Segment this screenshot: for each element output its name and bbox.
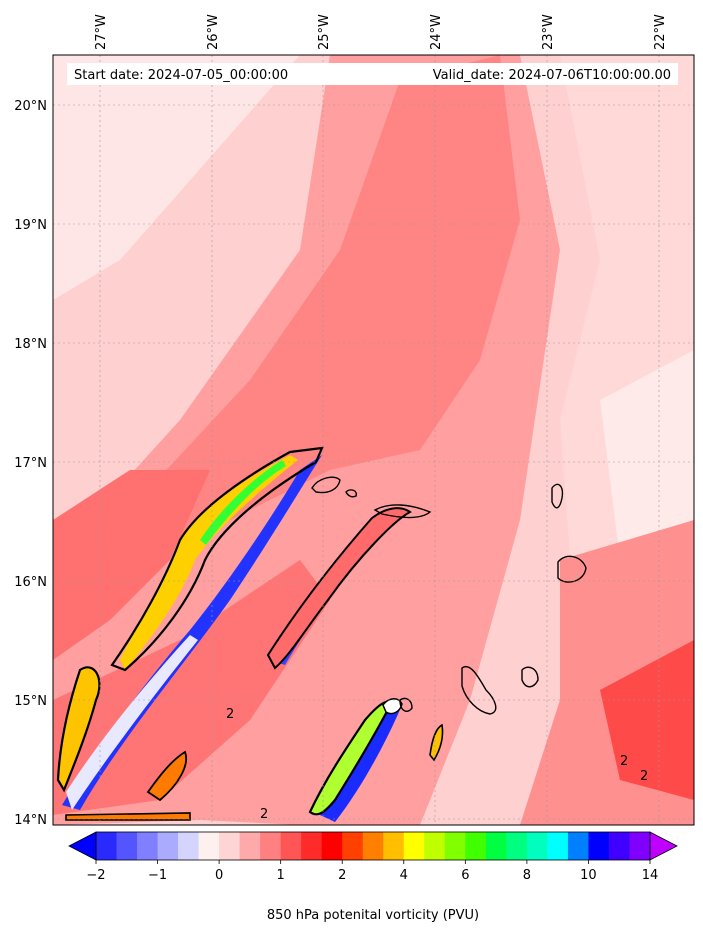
longitude-labels: 27°W 26°W 25°W 24°W 23°W 22°W xyxy=(94,14,668,50)
colorbar-segment xyxy=(588,832,610,860)
island-sao-nicolau xyxy=(373,504,432,519)
gridlines xyxy=(53,55,694,825)
lat-label: 20°N xyxy=(14,99,47,114)
island-sao-vicente xyxy=(345,489,358,498)
colorbar-segment xyxy=(547,832,569,860)
pv-field-right-pale xyxy=(600,350,694,560)
pv-bottom-strip xyxy=(65,812,191,821)
colorbar-segment xyxy=(465,832,487,860)
valid-date-text: Valid_date: 2024-07-06T10:00:00.00 xyxy=(433,68,671,83)
colorbar-segment xyxy=(198,832,220,860)
colorbar-segment xyxy=(362,832,384,860)
pv-left-edge-blob xyxy=(56,666,101,793)
colorbar-segment xyxy=(157,832,179,860)
colorbar-segment xyxy=(116,832,138,860)
colorbar-segment xyxy=(260,832,282,860)
colorbar-segment xyxy=(137,832,159,860)
island-sal xyxy=(551,483,564,509)
island-fogo xyxy=(399,697,413,712)
colorbar-segment xyxy=(178,832,200,860)
pv-filament-1-contour xyxy=(110,446,324,672)
lat-label: 14°N xyxy=(14,813,47,828)
pv-field-bottom-left-red xyxy=(53,560,330,815)
lat-label: 16°N xyxy=(14,575,47,590)
colorbar-tick-label: 6 xyxy=(461,868,469,883)
colorbar-tick-label: −1 xyxy=(148,868,167,883)
colorbar-segment xyxy=(629,832,651,860)
colorbar-tick-label: 1 xyxy=(277,868,285,883)
colorbar-segment xyxy=(444,832,466,860)
pv-filament-1-warm xyxy=(120,455,298,670)
colorbar-frame xyxy=(95,831,651,861)
colorbar-segment xyxy=(526,832,548,860)
colorbar-tick-label: 10 xyxy=(580,868,597,883)
lat-label: 18°N xyxy=(14,337,47,352)
colorbar-segment xyxy=(383,832,405,860)
pv-field-lower-right-red xyxy=(600,640,694,800)
island-santo-antao xyxy=(311,476,341,494)
pv-filament-2-contour xyxy=(266,507,412,670)
colorbar-segment xyxy=(342,832,364,860)
colorbar-segment xyxy=(424,832,446,860)
pv-filament-1-green xyxy=(200,460,286,545)
colorbar-segment xyxy=(321,832,343,860)
lat-label: 15°N xyxy=(14,694,47,709)
pv-filament-5 xyxy=(146,750,187,802)
lon-label: 26°W xyxy=(206,14,221,50)
contour-label: 2 xyxy=(260,807,268,822)
colorbar-segment xyxy=(280,832,302,860)
colorbar-segment xyxy=(96,832,118,860)
pv-field-left-red xyxy=(53,470,210,660)
colorbar-segment xyxy=(239,832,261,860)
contour-label: 2 xyxy=(640,769,648,784)
colorbar-tick-label: 4 xyxy=(400,868,408,883)
colorbar-segment xyxy=(567,832,589,860)
latitude-labels: 20°N 19°N 18°N 17°N 16°N 15°N 14°N xyxy=(14,99,47,828)
colorbar-tick-label: 0 xyxy=(215,868,223,883)
island-maio xyxy=(521,666,539,688)
colorbar-segments xyxy=(96,832,651,860)
map-panel: 2 2 2 2 xyxy=(53,55,694,825)
start-date-text: Start date: 2024-07-05_00:00:00 xyxy=(74,68,288,83)
colorbar-segment xyxy=(403,832,425,860)
colorbar-segment xyxy=(608,832,630,860)
lon-label: 23°W xyxy=(541,14,556,50)
lon-label: 27°W xyxy=(94,14,109,50)
lon-label: 24°W xyxy=(429,14,444,50)
lon-label: 22°W xyxy=(653,14,668,50)
colorbar-tick-label: −2 xyxy=(86,868,105,883)
colorbar-extend-min xyxy=(68,831,97,861)
date-annotation-box xyxy=(67,63,678,85)
pv-filament-1-white xyxy=(66,635,198,810)
contour-label: 2 xyxy=(226,707,234,722)
colorbar-segment xyxy=(219,832,241,860)
pv-field-top-left-light xyxy=(53,55,300,300)
lat-label: 17°N xyxy=(14,456,47,471)
colorbar-segment xyxy=(301,832,323,860)
colorbar: −2 −1 0 1 2 4 6 8 10 14 850 hPa potenital vortici… xyxy=(68,831,678,923)
island-santiago xyxy=(461,665,497,715)
pv-field-dark-band xyxy=(120,55,520,560)
colorbar-segment xyxy=(485,832,507,860)
colorbar-label: 850 hPa potenital vorticity (PVU) xyxy=(267,908,479,923)
lon-label: 25°W xyxy=(317,14,332,50)
map-frame xyxy=(52,54,695,826)
colorbar-segment xyxy=(506,832,528,860)
colorbar-extend-max xyxy=(649,831,678,861)
colorbar-tick-label: 14 xyxy=(642,868,659,883)
colorbar-tick-label: 2 xyxy=(338,868,346,883)
lat-label: 19°N xyxy=(14,218,47,233)
contour-label: 2 xyxy=(620,754,628,769)
pv-filament-4 xyxy=(429,723,444,762)
colorbar-tick-label: 8 xyxy=(523,868,531,883)
colorbar-ticks: −2 −1 0 1 2 4 6 8 10 14 xyxy=(86,860,658,883)
